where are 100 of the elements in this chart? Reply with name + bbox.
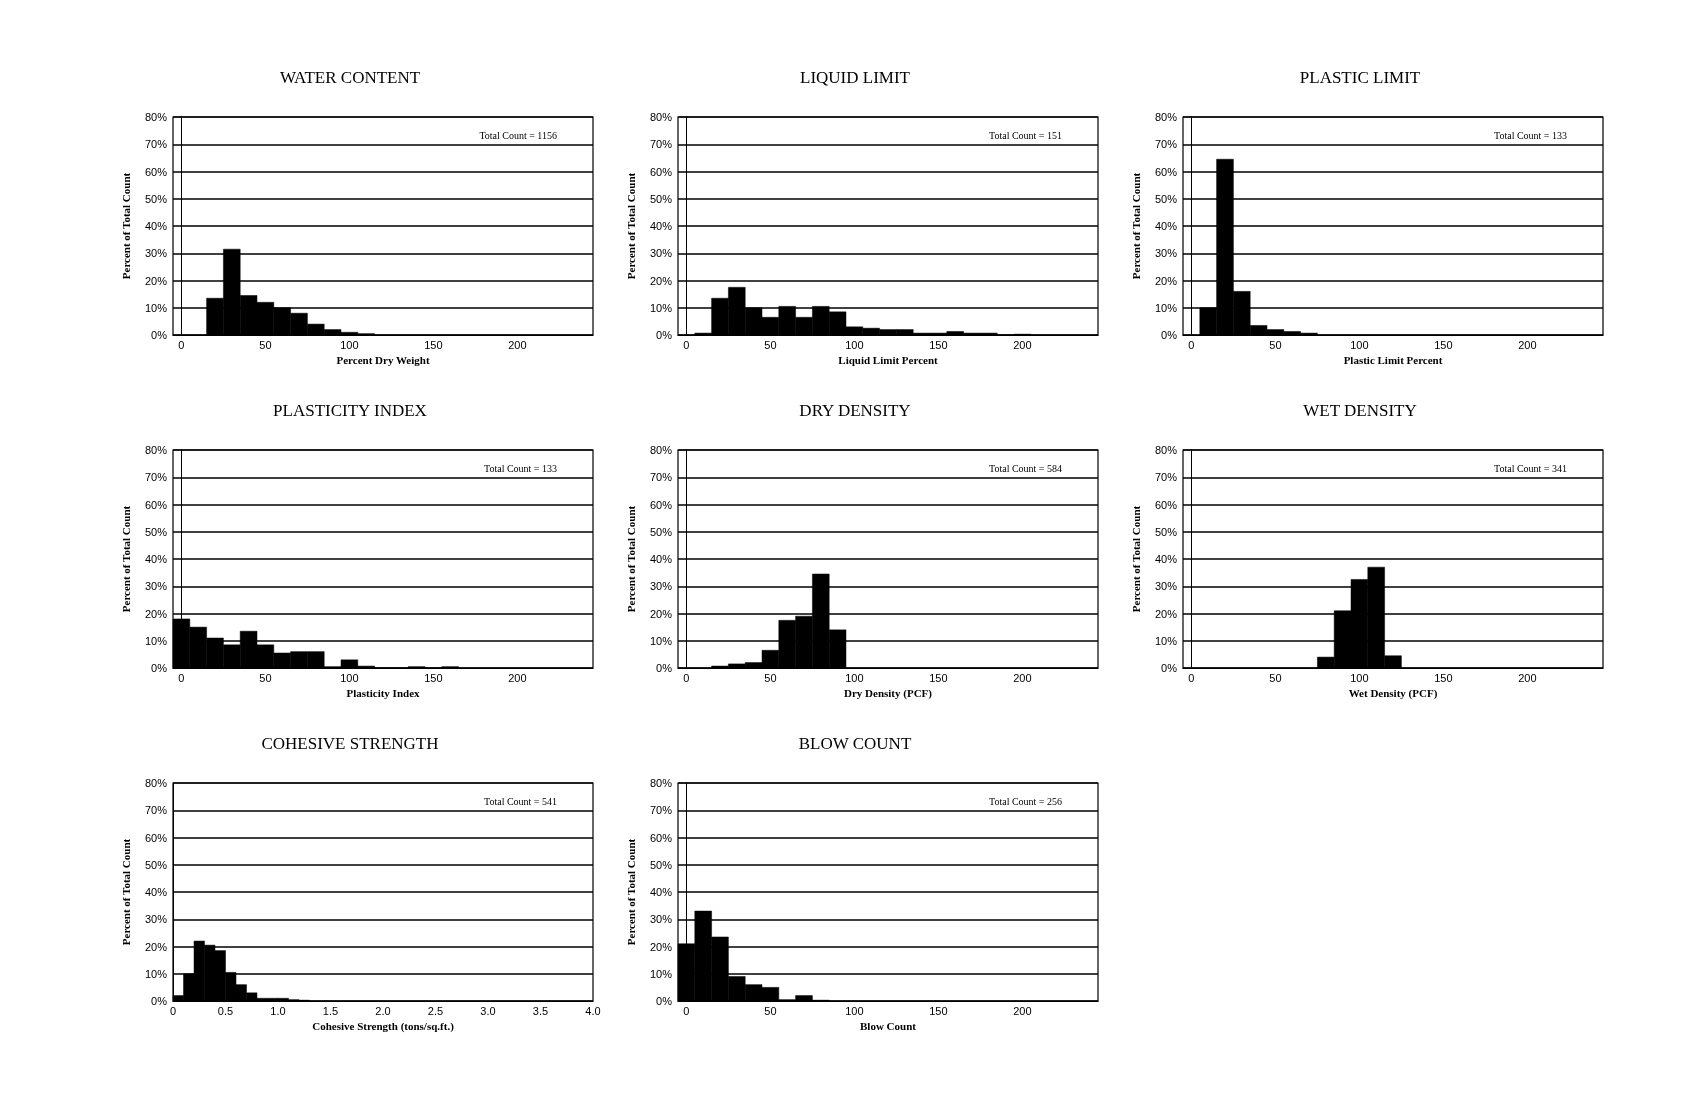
y-tick-label: 60% [144,831,168,844]
x-tick-label: 1.5 [322,1004,339,1017]
x-tick-label: 100 [1350,338,1369,351]
x-tick-label: 200 [1518,338,1537,351]
y-tick-label: 10% [649,301,673,314]
x-tick-label: 150 [929,338,948,351]
x-tick-label: 0 [169,1004,177,1017]
chart-title: BLOW COUNT [798,734,912,753]
y-tick-label: 60% [649,165,673,178]
x-tick-label: 4.0 [585,1004,601,1017]
y-tick-label: 20% [649,607,673,620]
y-tick-label: 30% [144,913,168,926]
y-tick-label: 40% [649,553,673,565]
y-axis-title: Percent of Total Count [624,838,637,946]
x-tick-label: 100 [845,1004,864,1017]
y-tick-label: 50% [144,858,168,871]
x-tick-label: 200 [1518,671,1537,684]
chart-title: DRY DENSITY [799,401,911,420]
y-tick-label: 60% [144,165,168,178]
x-tick-label: 2.5 [427,1004,444,1017]
x-tick-label: 150 [424,338,443,351]
x-tick-label: 50 [1269,338,1282,351]
y-tick-label: 20% [144,274,168,287]
y-tick-label: 60% [1154,498,1178,511]
y-tick-label: 20% [649,274,673,287]
y-tick-label: 10% [649,967,673,980]
y-tick-label: 50% [1154,192,1178,205]
y-tick-label: 40% [1154,553,1178,565]
x-tick-label: 50 [764,338,777,351]
x-tick-label: 50 [259,338,272,351]
x-tick-label: 150 [929,1004,948,1017]
x-tick-label: 50 [259,671,272,684]
x-tick-label: 150 [1434,671,1453,684]
x-axis-title: Cohesive Strength (tons/sq.ft.) [312,1020,455,1034]
y-axis-title: Percent of Total Count [624,505,637,613]
x-tick-label: 3.5 [532,1004,549,1017]
x-tick-label: 50 [764,671,777,684]
y-tick-label: 30% [144,580,168,593]
y-tick-label: 70% [144,138,168,151]
y-axis-title: Percent of Total Count [119,838,132,946]
x-tick-label: 3.0 [480,1004,496,1017]
y-axis-title: Percent of Total Count [1129,172,1142,280]
y-tick-label: 40% [649,220,673,232]
y-tick-label: 40% [1154,220,1178,232]
annotation: Total Count = 133 [484,462,558,474]
y-tick-label: 40% [144,220,168,232]
annotation: Total Count = 584 [989,462,1063,474]
x-tick-label: 0 [683,671,690,684]
y-tick-label: 60% [649,498,673,511]
x-axis-title: Plastic Limit Percent [1343,354,1443,367]
y-tick-label: 50% [649,858,673,871]
y-tick-label: 80% [1154,444,1178,456]
y-tick-label: 20% [144,940,168,953]
y-tick-label: 30% [144,247,168,260]
y-tick-label: 10% [144,634,168,647]
y-tick-label: 40% [144,553,168,565]
x-tick-label: 200 [1013,1004,1032,1017]
y-tick-label: 20% [1154,607,1178,620]
chart-title: PLASTICITY INDEX [273,401,427,420]
annotation: Total Count = 541 [484,795,558,807]
x-axis-title: Liquid Limit Percent [838,354,939,367]
y-tick-label: 0% [151,995,168,1007]
x-tick-label: 100 [845,671,864,684]
x-tick-label: 150 [929,671,948,684]
annotation: Total Count = 151 [989,129,1063,141]
x-tick-label: 1.0 [270,1004,286,1017]
y-tick-label: 70% [1154,138,1178,151]
y-tick-label: 10% [144,301,168,314]
y-tick-label: 50% [144,525,168,538]
y-tick-label: 60% [144,498,168,511]
chart-title: LIQUID LIMIT [800,68,911,87]
y-tick-label: 0% [656,329,673,341]
y-axis-title: Percent of Total Count [1129,505,1142,613]
y-axis-title: Percent of Total Count [624,172,637,280]
y-tick-label: 20% [1154,274,1178,287]
y-tick-label: 10% [1154,634,1178,647]
y-tick-label: 70% [649,804,673,817]
y-tick-label: 60% [1154,165,1178,178]
y-tick-label: 10% [144,967,168,980]
x-tick-label: 50 [764,1004,777,1017]
y-tick-label: 70% [144,471,168,484]
annotation: Total Count = 341 [1494,462,1568,474]
x-tick-label: 100 [1350,671,1369,684]
y-tick-label: 0% [151,662,168,674]
x-axis-title: Dry Density (PCF) [844,687,933,701]
y-tick-label: 80% [144,111,168,123]
y-tick-label: 30% [649,913,673,926]
y-tick-label: 80% [649,444,673,456]
y-tick-label: 0% [151,329,168,341]
y-tick-label: 20% [649,940,673,953]
y-tick-label: 40% [144,886,168,898]
y-tick-label: 50% [649,525,673,538]
x-tick-label: 200 [508,671,527,684]
y-tick-label: 50% [144,192,168,205]
y-tick-label: 70% [649,471,673,484]
x-tick-label: 50 [1269,671,1282,684]
x-tick-label: 200 [508,338,527,351]
x-tick-label: 0 [178,338,185,351]
y-tick-label: 80% [144,777,168,789]
x-tick-label: 0 [683,1004,690,1017]
